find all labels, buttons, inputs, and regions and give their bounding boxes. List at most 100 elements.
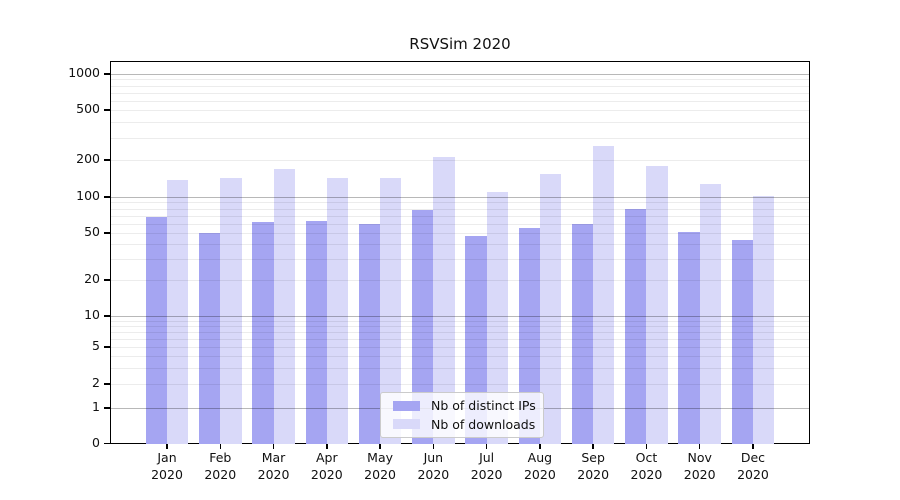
bar-distinct-ips-feb xyxy=(198,233,221,444)
legend-swatch-downloads xyxy=(393,419,420,430)
y-tick-label: 10 xyxy=(84,307,100,322)
y-tick-mark xyxy=(104,232,110,234)
legend-swatch-distinct-ips xyxy=(393,400,420,411)
y-tick-mark xyxy=(104,109,110,111)
legend-label-downloads: Nb of downloads xyxy=(431,416,536,432)
x-tick-mark xyxy=(645,444,648,449)
x-tick-label-line: Sep xyxy=(581,450,605,465)
x-tick-label-line: 2020 xyxy=(577,466,610,482)
bar-downloads-aug xyxy=(539,173,562,444)
bar-distinct-ips-mar xyxy=(252,221,274,444)
y-tick-mark xyxy=(104,346,110,348)
x-tick-label: Feb 2020 xyxy=(190,450,250,484)
bar-distinct-ips-may xyxy=(358,223,381,444)
y-tick-label: 50 xyxy=(84,224,100,239)
x-tick-mark xyxy=(432,444,435,449)
x-tick-mark xyxy=(698,444,701,449)
bar-downloads-dec xyxy=(752,195,775,444)
x-tick-label-line: Apr xyxy=(315,450,338,465)
x-tick-label: Jul 2020 xyxy=(457,450,517,484)
y-tick-label: 0 xyxy=(92,434,100,450)
y-tick-mark xyxy=(104,315,110,317)
x-tick-label-line: 2020 xyxy=(417,466,450,482)
bar-downloads-mar xyxy=(273,169,295,444)
x-tick-label-line: 2020 xyxy=(683,466,716,482)
x-tick-label: Mar 2020 xyxy=(244,450,304,484)
y-tick-label: 20 xyxy=(84,271,100,286)
bar-downloads-sep xyxy=(593,145,615,444)
x-tick-label-line: Feb xyxy=(209,450,232,465)
y-tick-mark xyxy=(104,159,110,161)
bar-downloads-nov xyxy=(699,184,721,444)
y-tick-mark xyxy=(104,442,110,445)
x-tick-label-line: Jan xyxy=(157,450,177,465)
bar-distinct-ips-nov xyxy=(678,231,700,444)
bar-downloads-feb xyxy=(220,177,242,444)
x-tick-label-line: 2020 xyxy=(310,466,343,482)
x-tick-mark xyxy=(166,444,168,449)
x-tick-label-line: 2020 xyxy=(257,466,290,482)
x-tick-label-line: May xyxy=(367,450,393,465)
y-tick-label: 1 xyxy=(92,399,100,414)
x-tick-label: Jun 2020 xyxy=(403,450,463,484)
bar-downloads-may xyxy=(380,177,402,444)
y-tick-label: 200 xyxy=(76,151,100,166)
x-tick-mark xyxy=(485,444,488,449)
bar-downloads-jun xyxy=(433,156,455,444)
x-tick-label-line: 2020 xyxy=(630,466,663,482)
x-tick-mark xyxy=(219,444,222,449)
x-tick-label: Nov 2020 xyxy=(670,450,730,484)
y-tick-mark xyxy=(104,407,110,409)
x-tick-label: May 2020 xyxy=(350,450,410,484)
bar-distinct-ips-jun xyxy=(412,209,434,444)
x-tick-label-line: Oct xyxy=(635,450,658,465)
x-tick-label-line: 2020 xyxy=(204,466,237,482)
y-tick-label: 500 xyxy=(76,101,100,116)
bar-distinct-ips-jan xyxy=(145,217,167,444)
x-tick-label: Apr 2020 xyxy=(297,450,357,484)
x-tick-label-line: 2020 xyxy=(151,466,183,482)
x-tick-label-line: Nov xyxy=(687,450,712,465)
x-tick-label: Oct 2020 xyxy=(616,450,676,484)
x-tick-label-line: Jun xyxy=(423,450,444,465)
bar-distinct-ips-apr xyxy=(305,221,327,444)
x-tick-label-line: Dec xyxy=(740,450,766,465)
legend-entry-downloads: Nb of downloads xyxy=(393,417,535,432)
x-tick-label-line: 2020 xyxy=(523,466,556,482)
x-tick-mark xyxy=(539,444,541,449)
x-tick-label-line: 2020 xyxy=(470,466,503,482)
bar-downloads-oct xyxy=(646,166,668,444)
bar-distinct-ips-aug xyxy=(518,228,540,444)
plot-area: Nb of distinct IPs Nb of downloads xyxy=(110,61,810,444)
y-tick-mark xyxy=(104,196,110,198)
bar-distinct-ips-sep xyxy=(571,223,594,444)
x-tick-label-line: 2020 xyxy=(364,466,396,482)
legend-entry-distinct-ips: Nb of distinct IPs xyxy=(393,398,536,414)
bar-downloads-jan xyxy=(167,179,189,444)
x-tick-label: Jan 2020 xyxy=(137,450,197,484)
x-tick-label-line: Aug xyxy=(527,450,553,465)
y-tick-label: 1000 xyxy=(68,65,100,80)
bar-distinct-ips-dec xyxy=(731,239,753,444)
y-tick-mark xyxy=(104,279,110,281)
y-tick-label: 2 xyxy=(92,375,100,390)
x-tick-label: Aug 2020 xyxy=(510,450,570,484)
x-tick-mark xyxy=(379,444,381,449)
x-tick-label-line: Mar xyxy=(261,450,286,465)
bars-layer xyxy=(110,61,810,444)
x-tick-mark xyxy=(326,444,328,449)
bar-distinct-ips-oct xyxy=(625,209,647,444)
x-tick-label-line: Jul xyxy=(479,450,495,465)
chart-title: RSVSim 2020 xyxy=(409,35,511,53)
y-tick-mark xyxy=(104,383,110,385)
bar-downloads-jul xyxy=(486,191,508,444)
x-tick-label-line: 2020 xyxy=(737,466,769,482)
y-tick-label: 5 xyxy=(92,338,100,353)
legend-label-distinct-ips: Nb of distinct IPs xyxy=(431,398,536,414)
legend: Nb of distinct IPs Nb of downloads xyxy=(380,392,544,438)
y-tick-label: 100 xyxy=(76,188,100,203)
y-tick-mark xyxy=(104,73,110,75)
x-tick-label: Dec 2020 xyxy=(723,450,783,484)
x-tick-mark xyxy=(592,444,594,449)
